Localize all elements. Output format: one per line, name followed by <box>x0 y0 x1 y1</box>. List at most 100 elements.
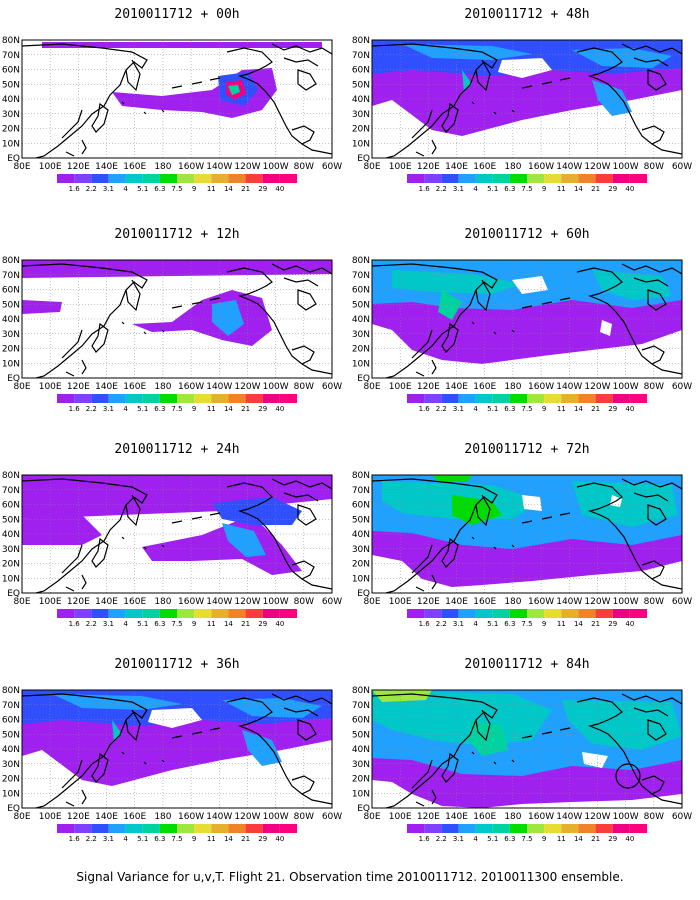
colorbar-label: 5.1 <box>137 405 148 413</box>
colorbar-label: 7.5 <box>521 835 532 843</box>
colorbar-label: 21 <box>591 185 600 193</box>
lon-tick-label: 100W <box>613 597 639 607</box>
lat-tick-label: 30N <box>352 545 370 555</box>
lon-tick-label: 60W <box>322 382 342 392</box>
lat-tick-label: 30N <box>2 760 20 770</box>
lat-tick-label: 70N <box>352 486 370 496</box>
variance-patch <box>212 300 244 336</box>
lon-tick-label: 120E <box>417 597 440 607</box>
lat-tick-label: 20N <box>2 125 20 135</box>
colorbar-label: 7.5 <box>521 620 532 628</box>
colorbar-label: 2.2 <box>86 835 97 843</box>
colorbar-label: 14 <box>224 620 233 628</box>
colorbar-swatch <box>561 394 579 403</box>
colorbar-label: 21 <box>591 620 600 628</box>
colorbar-label: 11 <box>557 835 566 843</box>
lat-tick-label: 60N <box>352 716 370 726</box>
lon-tick-label: 80E <box>13 812 30 822</box>
lon-tick-label: 100W <box>263 162 289 172</box>
colorbar-swatch <box>492 394 510 403</box>
lon-tick-label: 80E <box>363 382 380 392</box>
lon-tick-label: 140E <box>445 812 468 822</box>
lon-tick-label: 80W <box>294 597 314 607</box>
coastlines <box>372 693 682 808</box>
colorbar-swatch <box>629 609 647 618</box>
colorbar-label: 5.1 <box>137 185 148 193</box>
lon-tick-label: 120E <box>67 597 90 607</box>
lat-tick-label: 70N <box>352 271 370 281</box>
lon-tick-label: 100W <box>613 382 639 392</box>
lat-tick-label: EQ <box>7 804 20 814</box>
variance-shading <box>22 475 332 575</box>
variance-shading <box>372 475 682 587</box>
map-panel-3: 2010011712 + 24h 80E 100E 120E 140E 160E 180 16… <box>2 442 342 628</box>
colorbar-label: 3.1 <box>103 185 114 193</box>
colorbar-swatch <box>74 824 92 833</box>
colorbar-label: 9 <box>542 620 546 628</box>
lat-tick-label: 50N <box>2 300 20 310</box>
map-frame <box>371 474 683 594</box>
colorbar-swatch <box>228 824 246 833</box>
lon-tick-label: 140W <box>556 382 582 392</box>
colorbar-label: 4 <box>123 405 128 413</box>
map-frame <box>371 689 683 809</box>
colorbar: 1.6 2.2 3.1 4 5.1 6.3 7.5 9 11 14 21 29 40 <box>57 394 297 413</box>
variance-shading <box>372 40 682 136</box>
panel-title: 2010011712 + 60h <box>464 227 589 242</box>
variance-patch <box>462 70 472 92</box>
low-variance-area <box>148 708 202 728</box>
colorbar-label: 21 <box>241 620 250 628</box>
map-frame <box>21 39 333 159</box>
map-frame <box>371 259 683 379</box>
colorbar-swatch <box>578 174 596 183</box>
coastlines <box>22 43 332 158</box>
map-panel-7: 2010011712 + 72h 80E 100E 120E 140E 160E 180 16… <box>352 442 692 628</box>
colorbar-label: 21 <box>241 835 250 843</box>
colorbar-swatch <box>458 609 476 618</box>
lon-tick-label: 80E <box>13 382 30 392</box>
colorbar-swatch <box>74 394 92 403</box>
lon-tick-label: 160W <box>178 162 204 172</box>
lon-tick-label: 80E <box>363 812 380 822</box>
lat-tick-label: 40N <box>352 315 370 325</box>
lon-tick-label: 100W <box>263 812 289 822</box>
lon-tick-label: 120E <box>417 382 440 392</box>
colorbar-label: 2.2 <box>436 185 447 193</box>
lon-tick-label: 60W <box>322 812 342 822</box>
colorbar-label: 6.3 <box>154 405 165 413</box>
colorbar-label: 4 <box>123 835 128 843</box>
colorbar-swatch <box>509 824 527 833</box>
lon-tick-label: 100E <box>389 812 412 822</box>
lon-tick-label: 180 <box>504 597 521 607</box>
colorbar-label: 7.5 <box>521 185 532 193</box>
colorbar-label: 3.1 <box>103 835 114 843</box>
lat-tick-label: 70N <box>2 486 20 496</box>
colorbar-swatch <box>108 824 126 833</box>
lon-tick-label: 180 <box>154 162 171 172</box>
colorbar-label: 14 <box>574 185 583 193</box>
lat-tick-label: 40N <box>352 530 370 540</box>
colorbar-swatch <box>492 174 510 183</box>
map-panel-1: 2010011712 + 00h 80E 100E 120E 140E 160E 180 16… <box>2 7 342 193</box>
lat-tick-label: 10N <box>352 359 370 369</box>
lon-tick-label: 60W <box>672 382 692 392</box>
colorbar-label: 9 <box>192 620 196 628</box>
colorbar-label: 9 <box>542 405 546 413</box>
panel-title: 2010011712 + 84h <box>464 657 589 672</box>
variance-patch <box>572 48 672 68</box>
lat-tick-label: 40N <box>2 315 20 325</box>
lon-tick-label: 140E <box>445 162 468 172</box>
lat-tick-label: 10N <box>2 139 20 149</box>
variance-patch <box>42 42 322 48</box>
colorbar: 1.6 2.2 3.1 4 5.1 6.3 7.5 9 11 14 21 29 40 <box>57 609 297 628</box>
panel-title: 2010011712 + 00h <box>114 7 239 22</box>
colorbar-swatch <box>177 824 195 833</box>
lon-tick-label: 140W <box>556 162 582 172</box>
colorbar-label: 9 <box>192 405 196 413</box>
low-variance-area <box>512 276 548 294</box>
coastlines <box>22 693 332 808</box>
colorbar-swatch <box>57 824 75 833</box>
colorbar-swatch <box>595 174 613 183</box>
panel-title: 2010011712 + 48h <box>464 7 589 22</box>
